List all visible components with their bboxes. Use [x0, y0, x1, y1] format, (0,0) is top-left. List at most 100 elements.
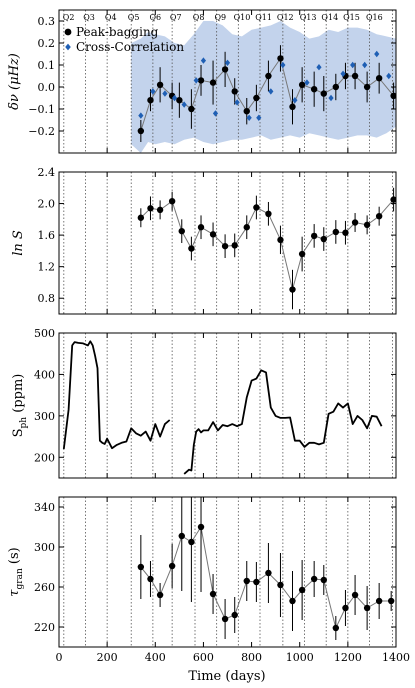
y-tick-label: 0.8	[38, 292, 56, 305]
legend-entry: Peak-bagging	[76, 25, 159, 39]
cross-correlation-point	[292, 97, 298, 104]
cross-correlation-point	[246, 114, 252, 121]
y-tick-label: 220	[34, 621, 55, 634]
plot-frame	[58, 171, 397, 315]
quarter-label: Q12	[277, 13, 294, 22]
data-point	[209, 231, 217, 238]
cross-correlation-point	[212, 110, 219, 117]
y-tick-label: 300	[34, 410, 55, 423]
quarter-label: Q3	[83, 13, 95, 22]
data-point	[156, 206, 164, 214]
peak-bagging-point	[332, 83, 340, 91]
data-point	[351, 219, 359, 226]
cross-correlation-point	[200, 57, 207, 64]
cross-correlation-point	[138, 112, 144, 119]
y-tick-label: −0.2	[28, 125, 55, 138]
cross-correlation-point	[181, 101, 187, 108]
data-point	[209, 590, 217, 598]
data-point	[289, 597, 296, 605]
peak-bagging-point	[390, 92, 396, 99]
data-point	[332, 228, 340, 236]
plot-frame	[58, 332, 397, 479]
data-point	[265, 210, 272, 218]
y-tick-label: 300	[34, 541, 55, 554]
cross-correlation-point	[350, 61, 356, 69]
x-tick-label: 400	[145, 651, 166, 664]
data-point	[156, 591, 164, 599]
data-point	[197, 523, 205, 531]
data-point	[351, 591, 359, 599]
cross-correlation-point	[268, 88, 274, 95]
peak-bagging-point	[209, 79, 217, 86]
y-tick-label: 260	[34, 581, 55, 594]
data-point	[342, 229, 349, 236]
data-point	[231, 611, 238, 619]
y-tick-label: 200	[34, 451, 55, 464]
y-tick-label: 0.2	[38, 37, 56, 50]
data-point	[363, 604, 371, 612]
cross-correlation-point	[256, 114, 262, 121]
data-point	[310, 575, 318, 583]
cross-correlation-point	[374, 50, 380, 58]
photometric-index-segment	[62, 340, 171, 450]
ylabel-photometric-index: Sph (ppm)	[11, 374, 29, 438]
quarter-label: Q7	[170, 13, 182, 22]
legend-marker-circle	[64, 28, 72, 36]
data-series-line	[140, 525, 392, 630]
ylabel-granulation-time: τgran (s)	[7, 547, 25, 596]
data-point	[310, 232, 318, 240]
peak-bagging-point	[375, 75, 383, 82]
quarter-label: Q8	[193, 13, 205, 22]
peak-bagging-point	[363, 83, 371, 91]
data-point	[298, 586, 306, 594]
data-point	[221, 615, 229, 623]
x-tick-label: 600	[193, 651, 214, 664]
x-tick-label: 200	[97, 651, 118, 664]
xlabel-time: Time (days)	[188, 669, 265, 684]
y-tick-label: 400	[34, 368, 55, 381]
y-tick-label: −0.1	[28, 103, 55, 116]
peak-bagging-point	[253, 94, 260, 102]
quarter-label: Q15	[343, 13, 360, 22]
quarter-label: Q13	[300, 13, 317, 22]
legend-marker-diamond	[65, 43, 71, 51]
photometric-index-segment	[183, 369, 383, 475]
y-tick-label: 2.4	[38, 166, 56, 179]
peak-bagging-point	[298, 81, 306, 89]
data-point	[265, 569, 272, 577]
quarter-label: Q10	[234, 13, 251, 22]
data-point	[320, 235, 327, 243]
y-tick-label: 340	[34, 501, 55, 514]
quarter-label: Q9	[214, 13, 226, 22]
cross-correlation-point	[150, 88, 156, 95]
data-point	[168, 562, 176, 570]
quarter-label: Q14	[321, 13, 338, 22]
plot-frame	[58, 496, 397, 648]
y-tick-label: 0.0	[38, 81, 56, 94]
cross-correlation-point	[193, 77, 199, 84]
peak-bagging-point	[265, 72, 272, 80]
x-tick-label: 0	[56, 651, 63, 664]
cross-correlation-point	[234, 99, 240, 106]
cross-correlation-point	[362, 61, 368, 69]
legend-entry: Cross-Correlation	[76, 40, 184, 54]
quarter-label: Q16	[366, 13, 383, 22]
data-point	[289, 286, 296, 293]
peak-bagging-point	[310, 86, 318, 93]
peak-bagging-point	[277, 55, 284, 62]
cross-correlation-point	[386, 72, 392, 80]
data-point	[137, 214, 145, 221]
data-point	[137, 563, 145, 571]
peak-bagging-point	[156, 81, 164, 89]
data-point	[332, 624, 340, 632]
cross-correlation-point	[171, 94, 178, 102]
data-point	[188, 538, 195, 546]
peak-bagging-point	[147, 97, 154, 104]
peak-bagging-point	[351, 72, 359, 80]
cross-correlation-point	[304, 79, 310, 86]
data-point	[147, 205, 154, 212]
data-point	[178, 227, 185, 235]
granulation-time-panel: 220 260 300 340 0 200 400 600 800 1000 1200 1400 τg…	[7, 496, 410, 684]
data-point	[375, 212, 383, 220]
x-tick-label: 1000	[286, 651, 314, 664]
